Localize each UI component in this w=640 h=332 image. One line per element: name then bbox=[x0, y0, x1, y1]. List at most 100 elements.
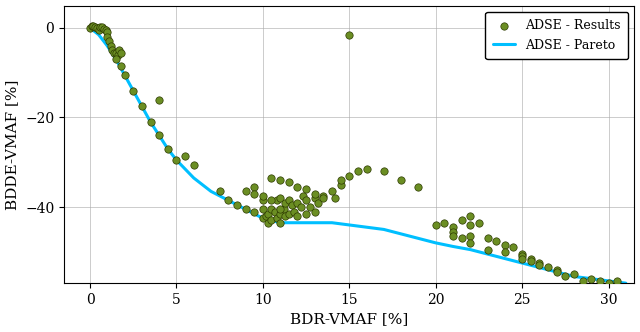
ADSE - Pareto bbox=[112, 57, 120, 61]
ADSE - Results bbox=[249, 184, 259, 190]
ADSE - Results bbox=[612, 278, 622, 284]
ADSE - Results bbox=[88, 23, 99, 28]
ADSE - Pareto bbox=[147, 120, 154, 124]
ADSE - Results bbox=[266, 218, 276, 223]
ADSE - Results bbox=[292, 184, 303, 190]
ADSE - Results bbox=[137, 104, 147, 109]
ADSE - Results bbox=[569, 272, 579, 277]
ADSE - Results bbox=[330, 196, 340, 201]
ADSE - Pareto bbox=[605, 279, 612, 283]
ADSE - Results bbox=[111, 57, 121, 62]
ADSE - Results bbox=[525, 256, 536, 261]
ADSE - Pareto bbox=[302, 221, 310, 225]
ADSE - Pareto bbox=[449, 244, 457, 248]
ADSE - Results bbox=[439, 220, 449, 225]
ADSE - Results bbox=[214, 189, 225, 194]
ADSE - Pareto bbox=[173, 158, 180, 162]
ADSE - Results bbox=[465, 213, 476, 219]
ADSE - Pareto bbox=[363, 225, 371, 229]
ADSE - Results bbox=[292, 213, 303, 219]
ADSE - Pareto bbox=[536, 266, 543, 270]
ADSE - Results bbox=[305, 205, 315, 210]
ADSE - Pareto bbox=[250, 212, 258, 216]
ADSE - Results bbox=[93, 28, 104, 33]
ADSE - Results bbox=[275, 220, 285, 225]
ADSE - Results bbox=[517, 254, 527, 259]
ADSE - Results bbox=[413, 184, 424, 190]
ADSE - Results bbox=[586, 276, 596, 281]
ADSE - Results bbox=[292, 200, 303, 205]
ADSE - Results bbox=[263, 211, 273, 216]
ADSE - Results bbox=[335, 178, 346, 183]
ADSE - Results bbox=[508, 245, 518, 250]
ADSE - Results bbox=[296, 205, 306, 210]
ADSE - Results bbox=[104, 39, 114, 44]
ADSE - Results bbox=[431, 222, 441, 228]
ADSE - Results bbox=[448, 229, 458, 234]
Y-axis label: BDDE-VMAF [%]: BDDE-VMAF [%] bbox=[6, 79, 20, 209]
ADSE - Results bbox=[595, 278, 605, 284]
ADSE - Pareto bbox=[164, 147, 172, 151]
ADSE - Results bbox=[335, 182, 346, 187]
ADSE - Results bbox=[163, 146, 173, 151]
ADSE - Results bbox=[100, 28, 111, 33]
ADSE - Results bbox=[534, 260, 545, 266]
ADSE - Results bbox=[465, 222, 476, 228]
ADSE - Pareto bbox=[553, 270, 561, 274]
ADSE - Pareto bbox=[285, 221, 292, 225]
ADSE - Pareto bbox=[467, 248, 474, 252]
ADSE - Results bbox=[604, 281, 614, 286]
ADSE - Pareto bbox=[86, 26, 94, 30]
ADSE - Results bbox=[353, 169, 363, 174]
ADSE - Pareto bbox=[198, 183, 206, 187]
ADSE - Results bbox=[271, 198, 282, 203]
ADSE - Results bbox=[362, 166, 372, 172]
ADSE - Results bbox=[465, 240, 476, 246]
ADSE - Results bbox=[249, 209, 259, 214]
ADSE - Pareto bbox=[242, 207, 250, 211]
ADSE - Results bbox=[116, 50, 126, 55]
ADSE - Results bbox=[456, 218, 467, 223]
ADSE - Results bbox=[396, 178, 406, 183]
ADSE - Results bbox=[145, 119, 156, 124]
ADSE - Pareto bbox=[104, 44, 111, 48]
ADSE - Results bbox=[278, 207, 289, 212]
ADSE - Results bbox=[474, 220, 484, 225]
ADSE - Pareto bbox=[207, 189, 215, 193]
ADSE - Pareto bbox=[121, 73, 129, 77]
ADSE - Results bbox=[465, 233, 476, 239]
ADSE - Pareto bbox=[259, 216, 267, 220]
Legend: ADSE - Results, ADSE - Pareto: ADSE - Results, ADSE - Pareto bbox=[485, 12, 628, 59]
ADSE - Results bbox=[258, 215, 268, 221]
ADSE - Pareto bbox=[622, 281, 630, 285]
ADSE - Pareto bbox=[346, 223, 353, 227]
ADSE - Results bbox=[128, 88, 138, 93]
ADSE - Results bbox=[284, 211, 294, 216]
ADSE - Pareto bbox=[588, 277, 595, 281]
ADSE - Results bbox=[517, 256, 527, 261]
Line: ADSE - Pareto: ADSE - Pareto bbox=[90, 28, 626, 283]
ADSE - Results bbox=[280, 213, 291, 219]
ADSE - Results bbox=[258, 193, 268, 199]
ADSE - Pareto bbox=[129, 89, 137, 93]
ADSE - Pareto bbox=[216, 194, 223, 198]
ADSE - Results bbox=[154, 97, 164, 102]
ADSE - Results bbox=[310, 196, 320, 201]
ADSE - Results bbox=[258, 207, 268, 212]
ADSE - Results bbox=[90, 24, 100, 30]
ADSE - Results bbox=[120, 72, 130, 78]
ADSE - Results bbox=[543, 265, 553, 270]
ADSE - Results bbox=[287, 202, 298, 208]
ADSE - Pareto bbox=[294, 221, 301, 225]
ADSE - Pareto bbox=[570, 275, 578, 279]
ADSE - Results bbox=[102, 30, 113, 35]
ADSE - Pareto bbox=[328, 221, 336, 225]
ADSE - Results bbox=[344, 32, 355, 37]
ADSE - Pareto bbox=[181, 167, 189, 171]
ADSE - Results bbox=[284, 198, 294, 203]
ADSE - Pareto bbox=[225, 198, 232, 202]
ADSE - Results bbox=[99, 27, 109, 32]
ADSE - Results bbox=[456, 236, 467, 241]
ADSE - Results bbox=[280, 200, 291, 205]
ADSE - Results bbox=[560, 274, 570, 279]
